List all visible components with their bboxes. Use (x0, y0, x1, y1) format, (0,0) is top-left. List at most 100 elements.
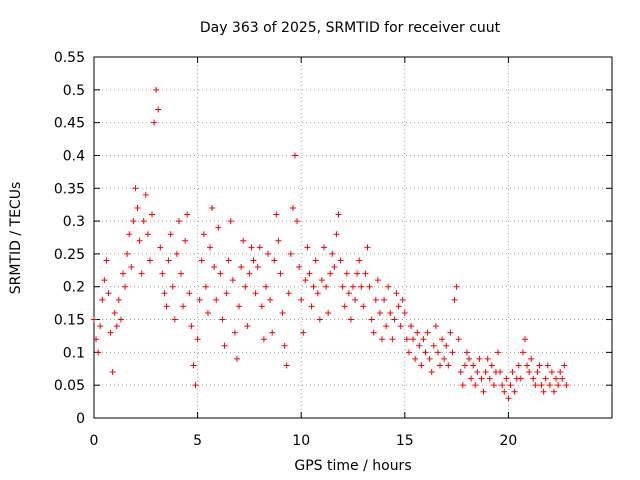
data-point (126, 231, 133, 238)
data-point (370, 329, 377, 336)
y-tick-label: 0.45 (54, 116, 85, 132)
data-point (451, 296, 458, 303)
data-point (157, 244, 164, 251)
data-point (405, 349, 412, 356)
data-point (136, 237, 143, 244)
data-point (283, 362, 290, 369)
data-point (347, 316, 354, 323)
data-point (497, 369, 504, 376)
data-point (325, 309, 332, 316)
data-point (151, 119, 158, 126)
data-point (337, 257, 344, 264)
data-point (333, 231, 340, 238)
data-point (207, 244, 214, 251)
data-point (559, 375, 566, 382)
data-point (113, 323, 120, 330)
data-point (480, 388, 487, 395)
data-point (115, 296, 122, 303)
x-axis-title: GPS time / hours (294, 458, 411, 474)
data-point (260, 336, 267, 343)
data-point (105, 290, 112, 297)
data-point (202, 283, 209, 290)
data-point (132, 185, 139, 192)
data-point (466, 355, 473, 362)
data-point (474, 369, 481, 376)
data-point (455, 336, 462, 343)
data-points (91, 86, 570, 402)
data-point (252, 290, 259, 297)
data-point (190, 362, 197, 369)
data-point (184, 211, 191, 218)
data-point (302, 277, 309, 284)
data-point (238, 264, 245, 271)
data-point (532, 382, 539, 389)
data-point (169, 283, 176, 290)
data-point (397, 323, 404, 330)
data-point (281, 342, 288, 349)
data-point (111, 309, 118, 316)
data-point (254, 264, 261, 271)
data-point (167, 231, 174, 238)
data-point (107, 329, 114, 336)
data-point (117, 316, 124, 323)
data-point (550, 388, 557, 395)
data-point (244, 323, 251, 330)
data-point (175, 218, 182, 225)
data-point (557, 369, 564, 376)
data-point (352, 296, 359, 303)
data-point (439, 336, 446, 343)
data-point (265, 250, 272, 257)
data-point (310, 283, 317, 290)
axis-ticks: 0 0.05 0.1 0.15 0.2 0.25 0.3 0.35 0.4 0.45 0.5 0.55… (54, 50, 612, 449)
y-tick-label: 0.4 (63, 148, 85, 164)
data-point (447, 329, 454, 336)
data-point (434, 349, 441, 356)
data-point (422, 349, 429, 356)
data-point (134, 204, 141, 211)
data-point (258, 303, 265, 310)
data-point (345, 290, 352, 297)
data-point (95, 349, 102, 356)
data-point (146, 257, 153, 264)
data-point (287, 250, 294, 257)
x-tick-label: 0 (90, 433, 99, 449)
data-point (194, 336, 201, 343)
data-point (408, 323, 415, 330)
data-point (223, 290, 230, 297)
data-point (530, 375, 537, 382)
data-point (182, 237, 189, 244)
data-point (499, 382, 506, 389)
data-point (484, 355, 491, 362)
data-point (472, 382, 479, 389)
data-point (318, 277, 325, 284)
data-point (312, 257, 319, 264)
data-point (192, 382, 199, 389)
data-point (217, 270, 224, 277)
data-point (503, 375, 510, 382)
data-point (343, 270, 350, 277)
data-point (538, 382, 545, 389)
data-point (229, 277, 236, 284)
data-point (103, 257, 110, 264)
data-point (389, 336, 396, 343)
data-point (231, 329, 238, 336)
y-tick-label: 0.15 (54, 313, 85, 329)
data-point (277, 270, 284, 277)
data-point (209, 204, 216, 211)
data-point (225, 257, 232, 264)
data-point (432, 323, 439, 330)
data-point (426, 355, 433, 362)
data-point (524, 362, 531, 369)
data-point (362, 270, 369, 277)
data-point (360, 303, 367, 310)
y-tick-label: 0.05 (54, 378, 85, 394)
data-point (186, 290, 193, 297)
data-point (180, 303, 187, 310)
data-point (555, 382, 562, 389)
data-point (339, 283, 346, 290)
data-point (453, 283, 460, 290)
data-point (153, 86, 160, 93)
data-point (279, 309, 286, 316)
data-point (248, 244, 255, 251)
